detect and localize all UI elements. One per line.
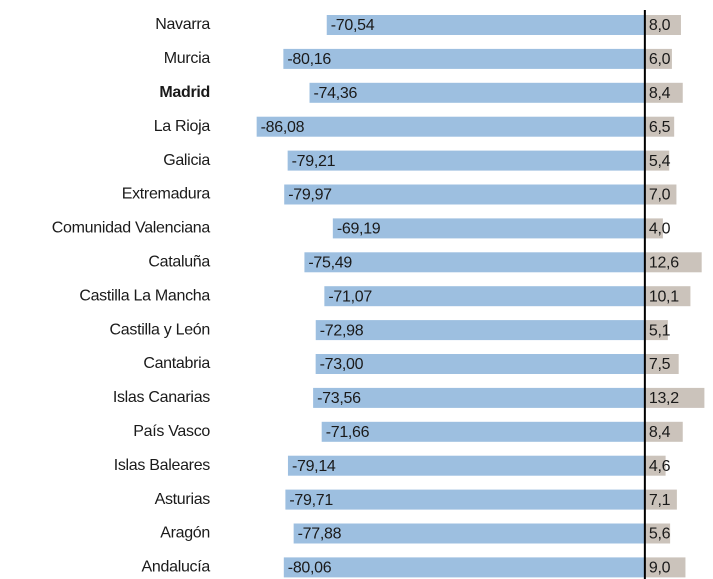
bar: [326, 15, 645, 35]
bar: [287, 455, 645, 476]
value-label: 13,2: [649, 390, 679, 407]
value-label: -79,97: [288, 187, 332, 204]
value-label: -73,00: [320, 356, 364, 373]
bar: [644, 320, 668, 341]
category-label: Cantabria: [143, 355, 210, 372]
value-label: 8,4: [649, 85, 671, 102]
value-label: -69,19: [337, 221, 381, 238]
bar: [293, 523, 645, 544]
bar: [283, 557, 645, 578]
bar: [287, 150, 645, 171]
value-label: 7,5: [649, 356, 671, 373]
value-label: -70,54: [331, 17, 375, 34]
value-label: -72,98: [320, 322, 364, 339]
bar: [321, 421, 645, 442]
value-label: -86,08: [261, 119, 305, 136]
value-label: 6,5: [649, 119, 671, 136]
bar: [644, 82, 683, 103]
category-label: Aragón: [160, 525, 210, 542]
value-label: 4,6: [649, 458, 671, 475]
bar: [644, 116, 675, 137]
category-label: La Rioja: [154, 118, 211, 135]
bar: [309, 82, 645, 103]
category-label: Murcia: [164, 50, 211, 67]
bar: [324, 286, 645, 307]
bar: [644, 286, 691, 307]
bar: [644, 252, 702, 273]
category-label: Castilla La Mancha: [79, 287, 210, 304]
value-label: -79,14: [292, 458, 336, 475]
value-label: 4,0: [649, 221, 671, 238]
category-label: Asturias: [155, 491, 211, 508]
category-label: Castilla y León: [110, 321, 210, 338]
bar: [644, 354, 679, 374]
bar: [644, 218, 663, 239]
value-label: -71,66: [326, 424, 370, 441]
value-label: 5,1: [649, 322, 671, 339]
value-label: 8,0: [649, 17, 671, 34]
bar: [644, 489, 677, 510]
category-label: Comunidad Valenciana: [52, 220, 211, 237]
bar: [315, 354, 645, 374]
bar: [256, 116, 645, 137]
value-label: -80,16: [287, 51, 331, 68]
value-label: 6,0: [649, 51, 671, 68]
value-label: -73,56: [317, 390, 361, 407]
value-label: 12,6: [649, 255, 679, 272]
bar: [644, 387, 705, 408]
category-label: Islas Baleares: [114, 457, 211, 474]
value-label: 9,0: [649, 560, 671, 577]
value-label: 5,6: [649, 526, 671, 543]
value-label: -77,88: [298, 526, 342, 543]
value-label: 5,4: [649, 153, 671, 170]
category-label: Islas Canarias: [113, 389, 210, 406]
bar: [332, 218, 645, 239]
bar: [644, 421, 683, 442]
bar: [304, 252, 645, 273]
bar: [644, 48, 672, 69]
category-label: Extremadura: [122, 186, 211, 203]
bar: [313, 387, 645, 408]
bar: [644, 557, 686, 578]
bar: [644, 523, 671, 544]
bar: [644, 15, 681, 35]
category-label: Andalucía: [142, 559, 211, 576]
value-label: -75,49: [308, 255, 352, 272]
bar: [285, 489, 645, 510]
bar: [644, 150, 670, 171]
value-label: -79,71: [289, 492, 333, 509]
bar: [644, 455, 666, 476]
category-label: Galicia: [163, 152, 210, 169]
category-label: Madrid: [159, 84, 210, 101]
bar: [283, 48, 645, 69]
category-label: Navarra: [155, 16, 210, 33]
value-label: -71,07: [328, 288, 372, 305]
value-label: 7,0: [649, 187, 671, 204]
bar: [644, 184, 677, 205]
category-label: País Vasco: [133, 423, 210, 440]
value-label: 10,1: [649, 288, 679, 305]
value-label: 8,4: [649, 424, 671, 441]
value-label: -79,21: [292, 153, 336, 170]
bar: [284, 184, 645, 205]
bar: [315, 320, 645, 341]
value-label: -74,36: [314, 85, 358, 102]
value-label: -80,06: [288, 560, 332, 577]
value-label: 7,1: [649, 492, 671, 509]
category-label: Cataluña: [148, 254, 210, 271]
